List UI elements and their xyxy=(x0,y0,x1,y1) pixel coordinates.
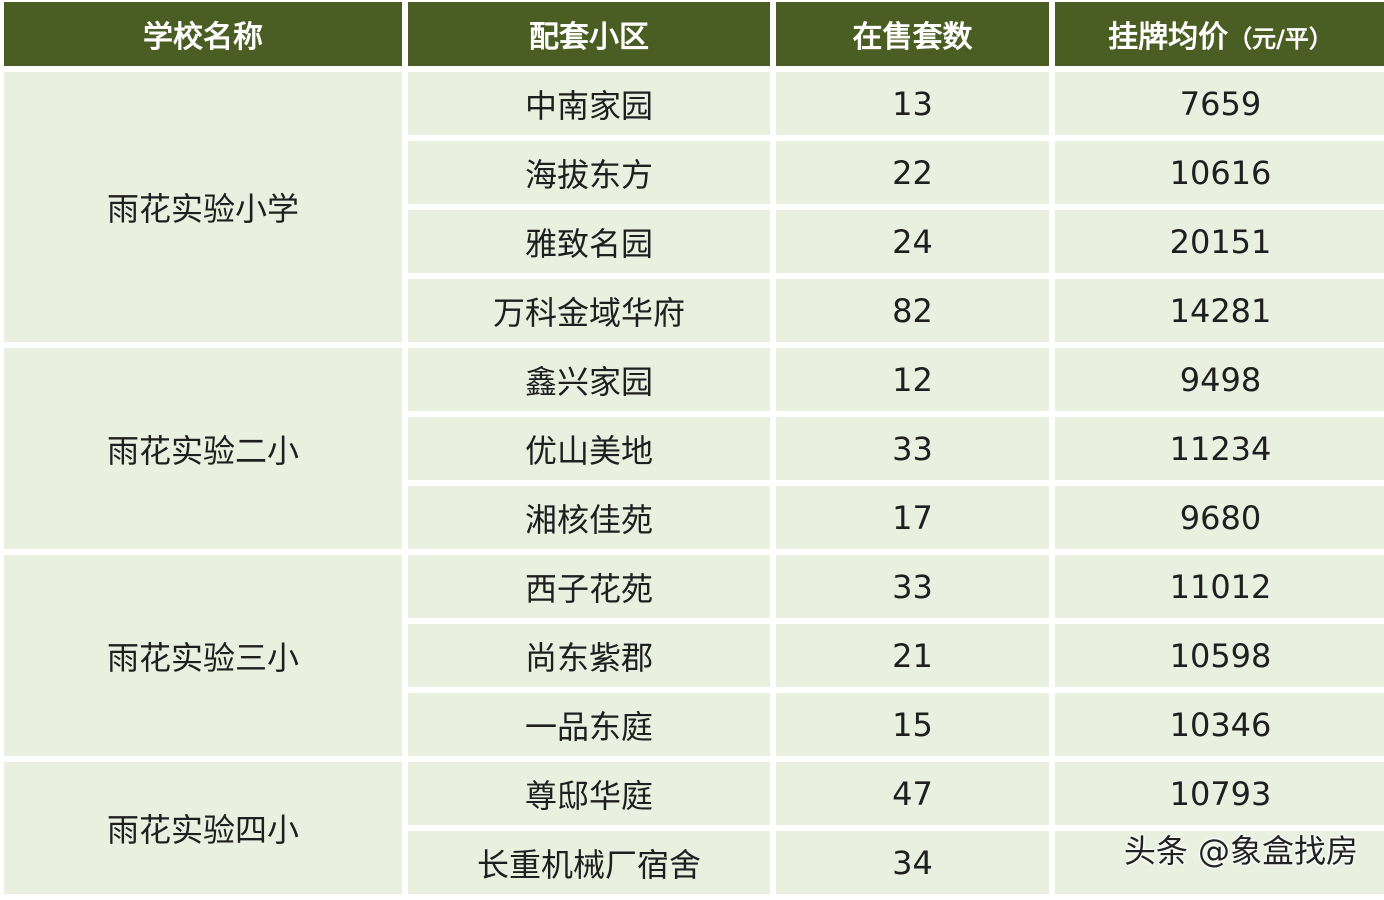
table-row: 雨花实验小学 中南家园 13 7659 xyxy=(4,72,1384,342)
header-price-label: 挂牌均价 xyxy=(1108,20,1229,55)
table-row: 雨花实验四小 尊邸华庭 47 10793 xyxy=(4,762,1384,894)
school-cell: 雨花实验小学 xyxy=(4,72,402,342)
table-row: 雅致名园 24 20151 xyxy=(4,210,1384,273)
community-cell: 万科金域华府 xyxy=(408,279,770,342)
price-cell: 9498 xyxy=(1055,348,1384,411)
community-cell: 中南家园 xyxy=(408,72,770,135)
community-cell: 长重机械厂宿舍 xyxy=(408,831,770,894)
price-cell: 10598 xyxy=(1055,624,1384,687)
price-cell: 11234 xyxy=(1055,417,1384,480)
count-cell: 22 xyxy=(776,141,1049,204)
community-cell: 鑫兴家园 xyxy=(408,348,770,411)
community-cell: 湘核佳苑 xyxy=(408,486,770,549)
price-cell: 9680 xyxy=(1055,486,1384,549)
school-cell: 雨花实验二小 xyxy=(4,348,402,549)
price-cell: 10616 xyxy=(1055,141,1384,204)
header-row: 学校名称 配套小区 在售套数 挂牌均价（元/平） xyxy=(4,2,1384,66)
count-cell: 13 xyxy=(776,72,1049,135)
table-row: 雨花实验三小 西子花苑 33 11012 xyxy=(4,555,1384,756)
price-cell: 7659 xyxy=(1055,72,1384,135)
community-cell: 雅致名园 xyxy=(408,210,770,273)
price-cell: 11012 xyxy=(1055,555,1384,618)
count-cell: 33 xyxy=(776,555,1049,618)
count-cell: 47 xyxy=(776,762,1049,825)
header-price-unit: （元/平） xyxy=(1228,25,1333,53)
table-row: 湘核佳苑 17 9680 xyxy=(4,486,1384,549)
header-price: 挂牌均价（元/平） xyxy=(1055,2,1384,66)
header-community: 配套小区 xyxy=(408,2,770,66)
count-cell: 21 xyxy=(776,624,1049,687)
watermark-text: 头条 @象盒找房 xyxy=(1123,832,1358,870)
community-cell: 一品东庭 xyxy=(408,693,770,756)
school-cell: 雨花实验四小 xyxy=(4,762,402,894)
count-cell: 12 xyxy=(776,348,1049,411)
price-cell: 10793 xyxy=(1055,762,1384,825)
table-row: 尚东紫郡 21 10598 xyxy=(4,624,1384,687)
community-cell: 尊邸华庭 xyxy=(408,762,770,825)
header-school: 学校名称 xyxy=(4,2,402,66)
table-row: 雨花实验二小 鑫兴家园 12 9498 xyxy=(4,348,1384,549)
table-row: 万科金域华府 82 14281 xyxy=(4,279,1384,342)
table-row: 海拔东方 22 10616 xyxy=(4,141,1384,204)
count-cell: 33 xyxy=(776,417,1049,480)
price-cell: 14281 xyxy=(1055,279,1384,342)
price-cell: 10346 xyxy=(1055,693,1384,756)
table-row: 优山美地 33 11234 xyxy=(4,417,1384,480)
header-count: 在售套数 xyxy=(776,2,1049,66)
count-cell: 15 xyxy=(776,693,1049,756)
count-cell: 24 xyxy=(776,210,1049,273)
table-row: 长重机械厂宿舍 34 xyxy=(4,831,1384,894)
community-cell: 尚东紫郡 xyxy=(408,624,770,687)
community-cell: 西子花苑 xyxy=(408,555,770,618)
community-cell: 海拔东方 xyxy=(408,141,770,204)
count-cell: 34 xyxy=(776,831,1049,894)
count-cell: 82 xyxy=(776,279,1049,342)
table-row: 一品东庭 15 10346 xyxy=(4,693,1384,756)
price-cell: 20151 xyxy=(1055,210,1384,273)
community-cell: 优山美地 xyxy=(408,417,770,480)
school-cell: 雨花实验三小 xyxy=(4,555,402,756)
count-cell: 17 xyxy=(776,486,1049,549)
price-cell xyxy=(1055,831,1384,894)
